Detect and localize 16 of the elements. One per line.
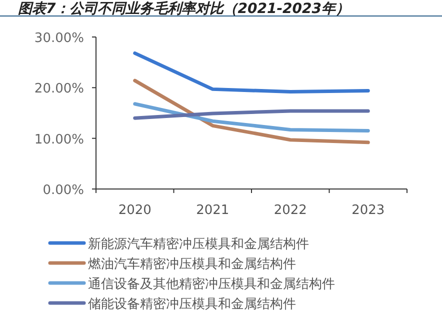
x-tick-label: 2023: [352, 203, 385, 218]
y-tick-label: 10.00%: [34, 132, 84, 148]
y-tick-label: 0.00%: [42, 183, 84, 198]
line-series: [133, 102, 370, 132]
y-tick-label: 20.00%: [34, 82, 84, 97]
legend-label: 通信设备及其他精密冲压模具和金属结构件: [88, 277, 335, 292]
chart-title: 图表7：公司不同业务毛利率对比（2021-2023年）: [18, 0, 350, 17]
x-tick-label: 2020: [118, 203, 152, 218]
line-series: [133, 78, 370, 144]
x-tick-label: 2022: [274, 203, 307, 218]
legend-label: 燃油汽车精密冲压模具和金属结构件: [88, 257, 296, 272]
legend-label: 新能源汽车精密冲压模具和金属结构件: [88, 237, 309, 252]
legend-label: 储能设备精密冲压模具和金属结构件: [88, 297, 296, 312]
y-tick-label: 30.00%: [34, 31, 84, 46]
line-series: [133, 51, 370, 94]
x-tick-label: 2021: [196, 203, 230, 218]
